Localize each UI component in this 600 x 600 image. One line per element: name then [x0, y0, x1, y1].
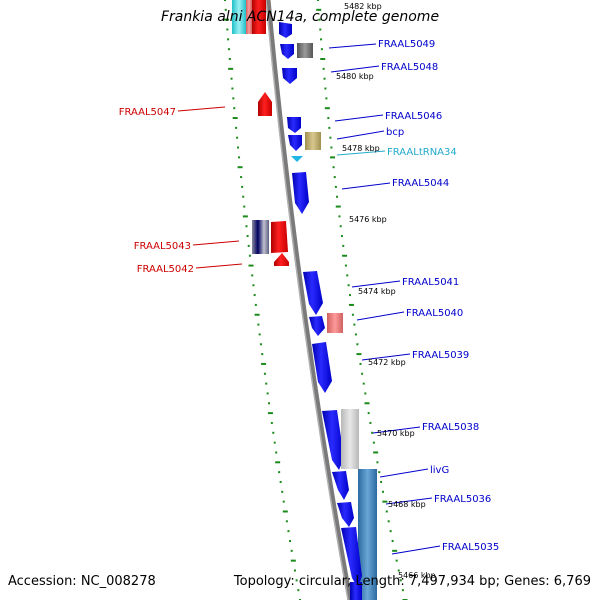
- tick-label: 5470 kbp: [377, 429, 415, 438]
- gene-label-fraal5044[interactable]: FRAAL5044: [392, 178, 449, 189]
- gene-arrow-livg: [332, 471, 349, 500]
- tick-label: 5468 kbp: [388, 500, 426, 509]
- coordinate-ticks: 5482 kbp 5480 kbp 5478 kbp 5476 kbp 5474…: [336, 2, 436, 580]
- gene-label-fraal5049[interactable]: FRAAL5049: [378, 39, 435, 50]
- gene-label-fraal5039[interactable]: FRAAL5039: [412, 350, 469, 361]
- forward-strand-features: [279, 22, 377, 600]
- gene-label-fraal5046[interactable]: FRAAL5046: [385, 111, 442, 122]
- gene-block-bcp-olive: [305, 132, 321, 150]
- right-gene-labels: FRAAL5049 FRAAL5048 FRAAL5046 bcp FRAALt…: [378, 39, 499, 553]
- gene-block-fraal5049-gray: [297, 43, 313, 58]
- reverse-strand-features: [252, 92, 289, 266]
- gene-label-fraal5043[interactable]: FRAAL5043: [134, 241, 191, 252]
- gene-label-fraal5038[interactable]: FRAAL5038: [422, 422, 479, 433]
- genome-backbone: [265, 0, 353, 600]
- gene-arrow-bcp: [288, 135, 302, 151]
- tick-label: 5472 kbp: [368, 358, 406, 367]
- tick-label: 5482 kbp: [344, 2, 382, 11]
- gene-label-fraaltrna34[interactable]: FRAALtRNA34: [387, 147, 457, 158]
- gene-arrow-fraal5043: [271, 221, 288, 253]
- gene-arrow-fraal5046: [287, 117, 301, 133]
- gene-block-fraal5043-navy: [252, 220, 269, 254]
- top-pink-feature: [246, 0, 252, 34]
- gene-arrow-fraal5050: [279, 22, 292, 38]
- gene-arrow-fraal5035: [341, 527, 362, 588]
- gene-label-fraal5036[interactable]: FRAAL5036: [434, 494, 491, 505]
- gene-arrow-fraal5041b: [309, 316, 325, 336]
- gene-label-fraal5042[interactable]: FRAAL5042: [137, 264, 194, 275]
- gene-label-livg[interactable]: livG: [430, 465, 449, 476]
- gene-arrow-fraal5047: [258, 92, 272, 116]
- gene-label-fraal5040[interactable]: FRAAL5040: [406, 308, 463, 319]
- gene-label-fraal5048[interactable]: FRAAL5048: [381, 62, 438, 73]
- tick-label: 5476 kbp: [349, 215, 387, 224]
- trna-fraaltrna34: [291, 156, 303, 162]
- gene-arrow-fraal5044: [292, 172, 309, 214]
- tick-label: 5474 kbp: [358, 287, 396, 296]
- left-gene-labels: FRAAL5047 FRAAL5043 FRAAL5042: [119, 107, 194, 275]
- gene-block-livg-steel: [358, 469, 377, 600]
- genome-title: Frankia alni ACN14a, complete genome: [160, 9, 440, 25]
- tick-label: 5480 kbp: [336, 72, 374, 81]
- gene-arrow-fraal5041: [303, 271, 323, 315]
- gene-arrow-fraal5048: [282, 68, 297, 84]
- gene-label-fraal5035[interactable]: FRAAL5035: [442, 542, 499, 553]
- gene-label-bcp[interactable]: bcp: [386, 127, 404, 138]
- topology-text: Topology: circular; Length: 7,497,934 bp…: [233, 574, 591, 589]
- gene-block-fraal5038-lightgray: [341, 409, 359, 469]
- gene-label-fraal5041[interactable]: FRAAL5041: [402, 277, 459, 288]
- gene-label-fraal5047[interactable]: FRAAL5047: [119, 107, 176, 118]
- gene-arrow-fraal5039: [312, 342, 332, 393]
- gene-arrow-fraal5038: [322, 410, 344, 470]
- gene-bottom-fraal5034: [350, 582, 362, 600]
- label-leader-lines: [177, 43, 441, 555]
- top-cyan-feature: [232, 0, 246, 34]
- gene-arrow-fraal5049: [280, 44, 294, 59]
- gene-block-fraal5040-pink: [327, 313, 343, 333]
- gene-arrow-fraal5036: [337, 502, 354, 527]
- tick-label: 5466 kbp: [398, 571, 436, 580]
- gc-content-track: [224, 0, 408, 600]
- tick-label: 5478 kbp: [342, 144, 380, 153]
- gene-arrow-fraal5042: [274, 253, 289, 266]
- genome-backbone-highlight: [265, 0, 349, 600]
- top-red-feature: [252, 0, 266, 34]
- accession-text: Accession: NC_008278: [8, 574, 156, 589]
